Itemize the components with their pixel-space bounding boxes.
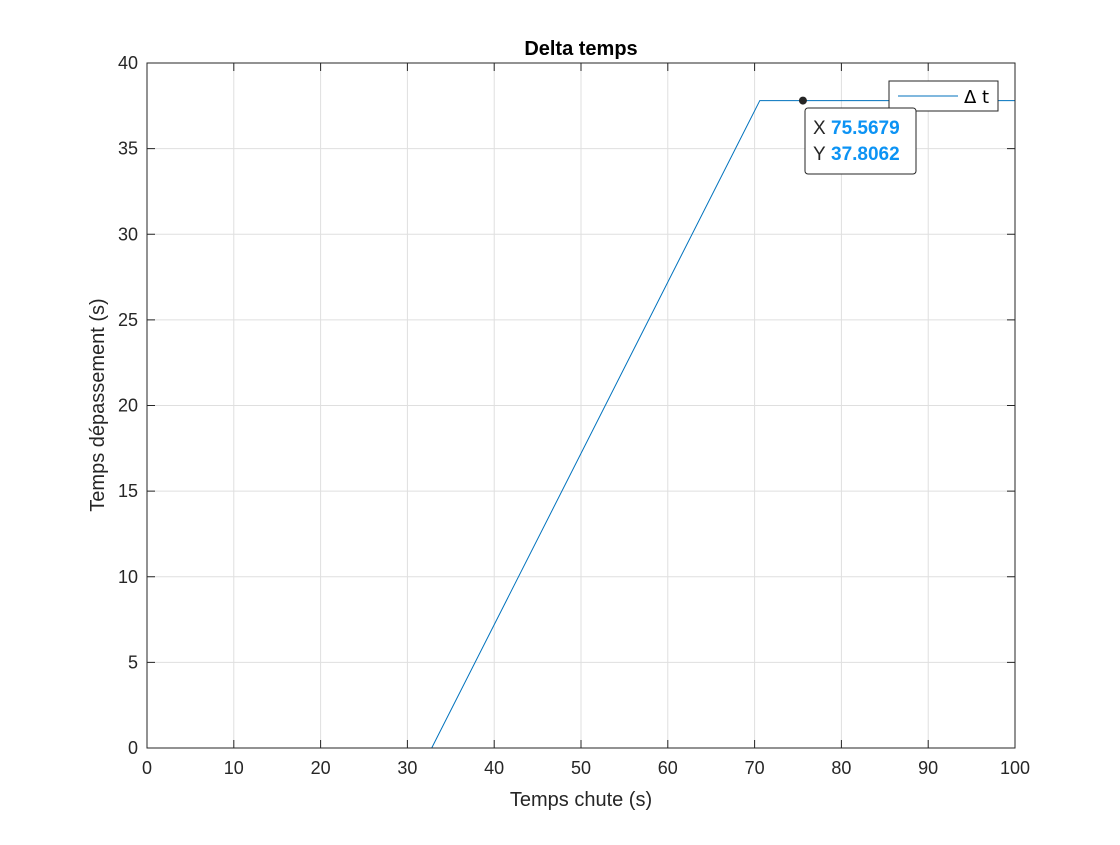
datatip-x-value: 75.5679 [831,118,900,139]
legend[interactable]: Δ t [888,80,999,112]
y-tick-label: 15 [118,481,138,501]
x-tick-label: 60 [658,758,678,778]
chart-title: Delta temps [524,38,637,60]
datatip-y-key: Y [813,144,826,165]
x-axis-label: Temps chute (s) [510,789,652,811]
y-tick-label: 40 [118,53,138,73]
y-tick-label: 20 [118,396,138,416]
y-tick-label: 25 [118,310,138,330]
y-tick-label: 10 [118,567,138,587]
datatip-box [804,107,917,175]
y-tick-label: 30 [118,224,138,244]
x-tick-label: 70 [745,758,765,778]
x-tick-label: 80 [831,758,851,778]
y-tick-label: 5 [128,652,138,672]
y-tick-labels: 0 5 10 15 20 25 30 35 40 [118,53,138,758]
x-tick-label: 10 [224,758,244,778]
x-tick-label: 90 [918,758,938,778]
x-tick-label: 100 [1000,758,1030,778]
axis-ticks [146,62,1016,749]
x-tick-label: 50 [571,758,591,778]
y-tick-label: 0 [128,738,138,758]
x-tick-label: 40 [484,758,504,778]
datatip-x-key: X [813,118,826,139]
datatip-marker[interactable] [798,96,807,105]
x-tick-label: 30 [397,758,417,778]
x-tick-labels: 0 10 20 30 40 50 60 70 80 90 100 [142,758,1030,778]
datatip[interactable]: X 75.5679 Y 37.8062 [798,96,917,175]
datatip-y-value: 37.8062 [831,144,900,165]
legend-entry-label: Δ t [964,87,989,108]
x-tick-label: 20 [311,758,331,778]
y-axis-label: Temps dépassement (s) [87,298,109,511]
x-tick-label: 0 [142,758,152,778]
y-tick-label: 35 [118,139,138,159]
